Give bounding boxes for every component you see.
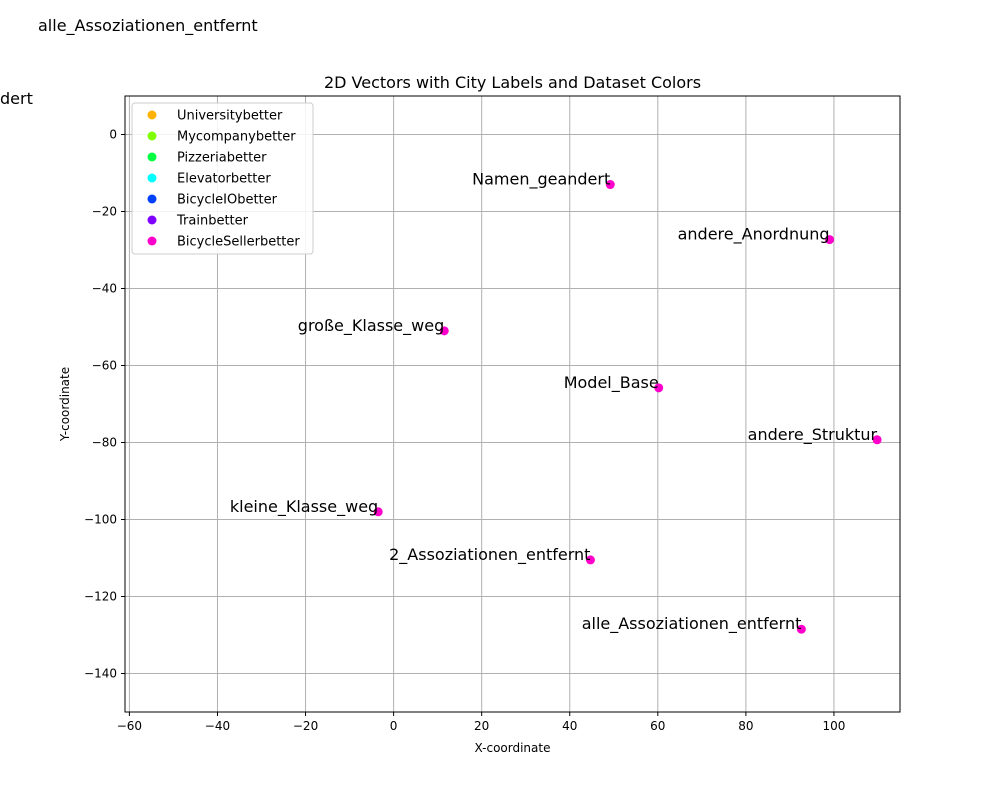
y-tick-label: −140 bbox=[84, 667, 117, 681]
legend-label: BicycleSellerbetter bbox=[177, 235, 300, 250]
legend-label: Trainbetter bbox=[176, 214, 249, 229]
point-label: andere_Struktur bbox=[748, 425, 878, 445]
x-tick-label: −20 bbox=[293, 719, 318, 733]
y-axis-label: Y-coordinate bbox=[58, 367, 72, 442]
x-tick-label: −60 bbox=[117, 719, 142, 733]
legend-marker bbox=[147, 152, 157, 162]
point-label: 2_Assoziationen_entfernt bbox=[389, 545, 590, 565]
y-tick-label: −120 bbox=[84, 590, 117, 604]
x-tick-label: 80 bbox=[738, 719, 753, 733]
chart-title: 2D Vectors with City Labels and Dataset … bbox=[324, 73, 701, 92]
legend: Universitybetter Mycompanybetter Pizzeriab… bbox=[131, 102, 314, 255]
x-tick-label: 0 bbox=[390, 719, 398, 733]
data-point bbox=[825, 235, 835, 245]
x-tick-label: 60 bbox=[650, 719, 665, 733]
x-tick-label: 20 bbox=[474, 719, 489, 733]
legend-marker bbox=[147, 110, 157, 120]
point-label: andere_Anordnung bbox=[678, 225, 830, 245]
y-tick-label: −20 bbox=[92, 205, 117, 219]
data-point bbox=[585, 555, 595, 565]
y-tick-label: −100 bbox=[84, 513, 117, 527]
legend-label: BicycleIObetter bbox=[177, 193, 278, 208]
x-tick-label: −40 bbox=[205, 719, 230, 733]
point-label: kleine_Klasse_weg bbox=[230, 497, 378, 517]
x-axis-label: X-coordinate bbox=[475, 741, 551, 755]
point-label: alle_Assoziationen_entfernt bbox=[582, 614, 802, 634]
data-point bbox=[605, 180, 615, 190]
legend-marker bbox=[147, 215, 157, 225]
legend-marker bbox=[147, 131, 157, 141]
legend-label: Pizzeriabetter bbox=[177, 151, 267, 166]
legend-label: Mycompanybetter bbox=[177, 130, 296, 145]
legend-marker bbox=[147, 236, 157, 246]
data-point bbox=[796, 624, 806, 634]
data-point bbox=[654, 383, 664, 393]
point-labels: Namen_geandert andere_Anordnung große_Klas… bbox=[230, 170, 878, 635]
y-tick-label: −80 bbox=[92, 436, 117, 450]
axis-ticks: −60 −40 −20 0 20 40 60 80 100 0 −20 −40 −60 −80 −100 −1… bbox=[84, 128, 845, 734]
data-point bbox=[439, 326, 449, 336]
data-point bbox=[373, 507, 383, 517]
y-tick-label: −60 bbox=[92, 359, 117, 373]
legend-label: Elevatorbetter bbox=[177, 172, 271, 187]
data-points bbox=[373, 180, 882, 634]
point-label: große_Klasse_weg bbox=[298, 316, 444, 336]
y-tick-label: 0 bbox=[109, 128, 117, 142]
point-label: Model_Base bbox=[564, 373, 659, 393]
point-label: Namen_geandert bbox=[472, 170, 610, 190]
data-point bbox=[872, 435, 882, 445]
legend-label: Universitybetter bbox=[177, 109, 283, 124]
plot-area-frame bbox=[124, 95, 901, 713]
legend-marker bbox=[147, 173, 157, 183]
x-tick-label: 40 bbox=[562, 719, 577, 733]
outside-label-left: dert bbox=[0, 89, 33, 108]
legend-marker bbox=[147, 194, 157, 204]
outside-label-top: alle_Assoziationen_entfernt bbox=[38, 16, 258, 36]
y-tick-label: −40 bbox=[92, 282, 117, 296]
legend-box bbox=[131, 102, 314, 255]
x-tick-label: 100 bbox=[822, 719, 845, 733]
